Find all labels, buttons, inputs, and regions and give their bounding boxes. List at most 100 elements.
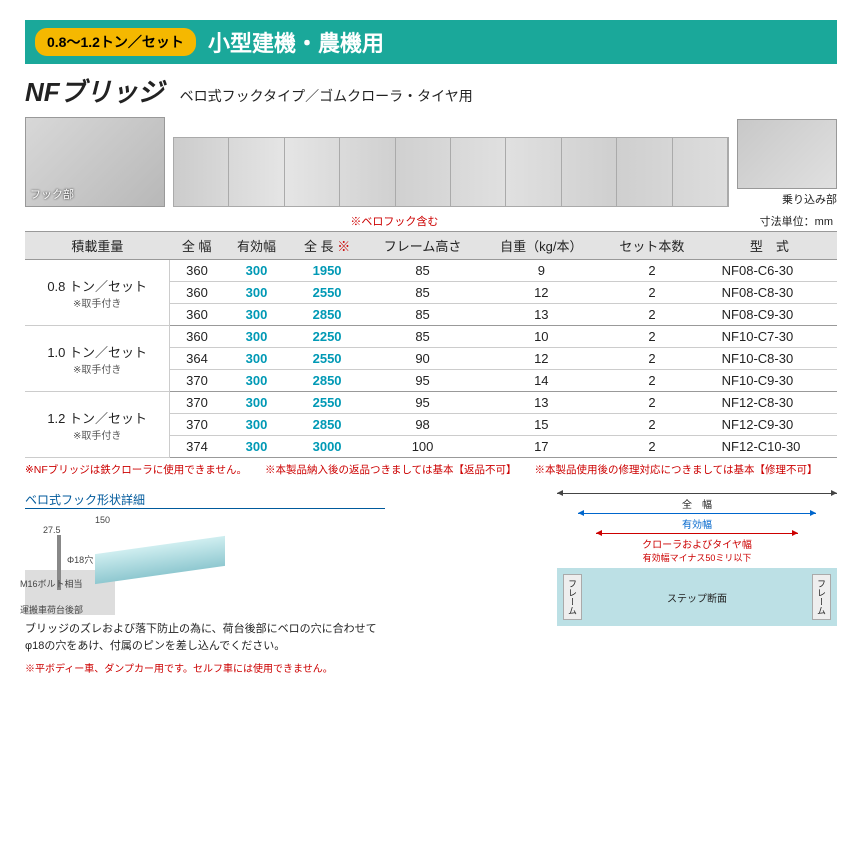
cell-wt: 12	[480, 282, 602, 304]
cell-ew: 300	[224, 260, 290, 282]
col-model: 型 式	[702, 232, 837, 260]
product-subtitle: ベロ式フックタイプ／ゴムクローラ・タイヤ用	[180, 86, 473, 106]
cell-ew: 300	[224, 326, 290, 348]
cell-fh: 98	[365, 414, 481, 436]
cell-model: NF08-C8-30	[702, 282, 837, 304]
wd-crawler-label: クローラおよびタイヤ幅	[557, 536, 837, 551]
cell-fw: 370	[170, 392, 224, 414]
cell-qty: 2	[602, 414, 701, 436]
cell-ew: 300	[224, 370, 290, 392]
cell-ew: 300	[224, 282, 290, 304]
cell-wt: 17	[480, 436, 602, 458]
group-label-cell: 1.2 トン／セット※取手付き	[25, 392, 170, 458]
group-label-cell: 0.8 トン／セット※取手付き	[25, 260, 170, 326]
cell-fh: 95	[365, 370, 481, 392]
cell-ew: 300	[224, 304, 290, 326]
wd-frame-left: フレーム	[563, 574, 582, 620]
dim-150: 150	[95, 515, 110, 525]
cell-fw: 360	[170, 260, 224, 282]
hook-detail-note: ※平ボディー車、ダンプカー用です。セルフ車には使用できません。	[25, 660, 385, 675]
col-set-qty: セット本数	[602, 232, 701, 260]
wd-step-section: フレーム ステップ断面 フレーム	[557, 568, 837, 626]
cell-fw: 364	[170, 348, 224, 370]
col-weight: 自重（kg/本）	[480, 232, 602, 260]
col-frame-height: フレーム高さ	[365, 232, 481, 260]
cell-fl: 2850	[289, 304, 364, 326]
cell-fl: 2550	[289, 348, 364, 370]
cell-fw: 370	[170, 414, 224, 436]
ramp-image	[173, 137, 729, 207]
warnings-row: ※NFブリッジは鉄クローラに使用できません。 ※本製品納入後の返品つきましては基…	[25, 462, 837, 477]
dim-27-5: 27.5	[43, 525, 61, 535]
cell-fw: 370	[170, 370, 224, 392]
hook-detail-title: ベロ式フック形状詳細	[25, 491, 385, 509]
cell-wt: 10	[480, 326, 602, 348]
cell-qty: 2	[602, 326, 701, 348]
wd-full-width	[557, 493, 837, 494]
cell-wt: 15	[480, 414, 602, 436]
hook-detail-text: ブリッジのズレおよび落下防止の為に、荷台後部にベロの穴に合わせてφ18の穴をあけ…	[25, 621, 385, 654]
cell-model: NF08-C9-30	[702, 304, 837, 326]
cell-fh: 85	[365, 260, 481, 282]
cell-model: NF12-C10-30	[702, 436, 837, 458]
header-bar: 0.8～1.2トン／セット 小型建機・農機用	[25, 20, 837, 64]
table-notes-row: ※ベロフック含む 寸法単位：mm	[25, 213, 837, 229]
cell-fw: 360	[170, 304, 224, 326]
width-diagram-section: 全 幅 有効幅 クローラおよびタイヤ幅 有効幅マイナス50ミリ以下 フレーム ス…	[405, 491, 837, 675]
hook-image-container: フック部	[25, 117, 165, 207]
cell-wt: 14	[480, 370, 602, 392]
header-title: 小型建機・農機用	[208, 26, 384, 58]
dim-carrier-label: 運搬車荷台後部	[20, 603, 83, 616]
weight-range-badge: 0.8～1.2トン／セット	[35, 28, 196, 56]
table-row: 1.2 トン／セット※取手付き370300255095132NF12-C8-30	[25, 392, 837, 414]
col-load: 積載重量	[25, 232, 170, 260]
wd-eff-label: 有効幅	[557, 516, 837, 531]
product-images-row: フック部 乗り込み部	[25, 117, 837, 207]
cell-ew: 300	[224, 436, 290, 458]
cell-fh: 100	[365, 436, 481, 458]
cell-fl: 2550	[289, 282, 364, 304]
col-eff-width: 有効幅	[224, 232, 290, 260]
entry-image	[737, 119, 837, 189]
cell-qty: 2	[602, 304, 701, 326]
wd-crawler-width	[596, 533, 798, 534]
group-label-cell: 1.0 トン／セット※取手付き	[25, 326, 170, 392]
cell-wt: 9	[480, 260, 602, 282]
col-full-length: 全 長 ※	[289, 232, 364, 260]
cell-qty: 2	[602, 436, 701, 458]
hook-diagram: 150 27.5 Φ18穴 M16ボルト相当 運搬車荷台後部	[25, 515, 225, 615]
cell-wt: 12	[480, 348, 602, 370]
diagram-ramp	[95, 536, 225, 584]
cell-fl: 2850	[289, 370, 364, 392]
cell-qty: 2	[602, 282, 701, 304]
wd-full-label: 全 幅	[557, 496, 837, 511]
dim-bolt-label: M16ボルト相当	[20, 577, 83, 590]
cell-fh: 85	[365, 326, 481, 348]
lower-diagrams-row: ベロ式フック形状詳細 150 27.5 Φ18穴 M16ボルト相当 運搬車荷台後…	[25, 491, 837, 675]
cell-model: NF10-C7-30	[702, 326, 837, 348]
cell-wt: 13	[480, 392, 602, 414]
cell-qty: 2	[602, 370, 701, 392]
cell-fw: 374	[170, 436, 224, 458]
cell-model: NF12-C8-30	[702, 392, 837, 414]
cell-fh: 85	[365, 282, 481, 304]
include-hook-note: ※ベロフック含む	[350, 213, 438, 229]
warning-3: ※本製品使用後の修理対応につきましては基本【修理不可】	[534, 462, 817, 477]
table-header-row: 積載重量 全 幅 有効幅 全 長 ※ フレーム高さ 自重（kg/本） セット本数…	[25, 232, 837, 260]
cell-fw: 360	[170, 282, 224, 304]
table-row: 0.8 トン／セット※取手付き36030019508592NF08-C6-30	[25, 260, 837, 282]
hook-image-label: フック部	[30, 186, 74, 202]
cell-wt: 13	[480, 304, 602, 326]
cell-ew: 300	[224, 392, 290, 414]
warning-1: ※NFブリッジは鉄クローラに使用できません。	[25, 462, 247, 477]
cell-fl: 1950	[289, 260, 364, 282]
wd-minus-label: 有効幅マイナス50ミリ以下	[557, 551, 837, 564]
cell-fl: 2850	[289, 414, 364, 436]
dim-hole: Φ18穴	[67, 553, 93, 566]
cell-qty: 2	[602, 392, 701, 414]
cell-model: NF12-C9-30	[702, 414, 837, 436]
cell-ew: 300	[224, 414, 290, 436]
hook-detail-section: ベロ式フック形状詳細 150 27.5 Φ18穴 M16ボルト相当 運搬車荷台後…	[25, 491, 385, 675]
cell-fh: 95	[365, 392, 481, 414]
wd-frame-right: フレーム	[812, 574, 831, 620]
